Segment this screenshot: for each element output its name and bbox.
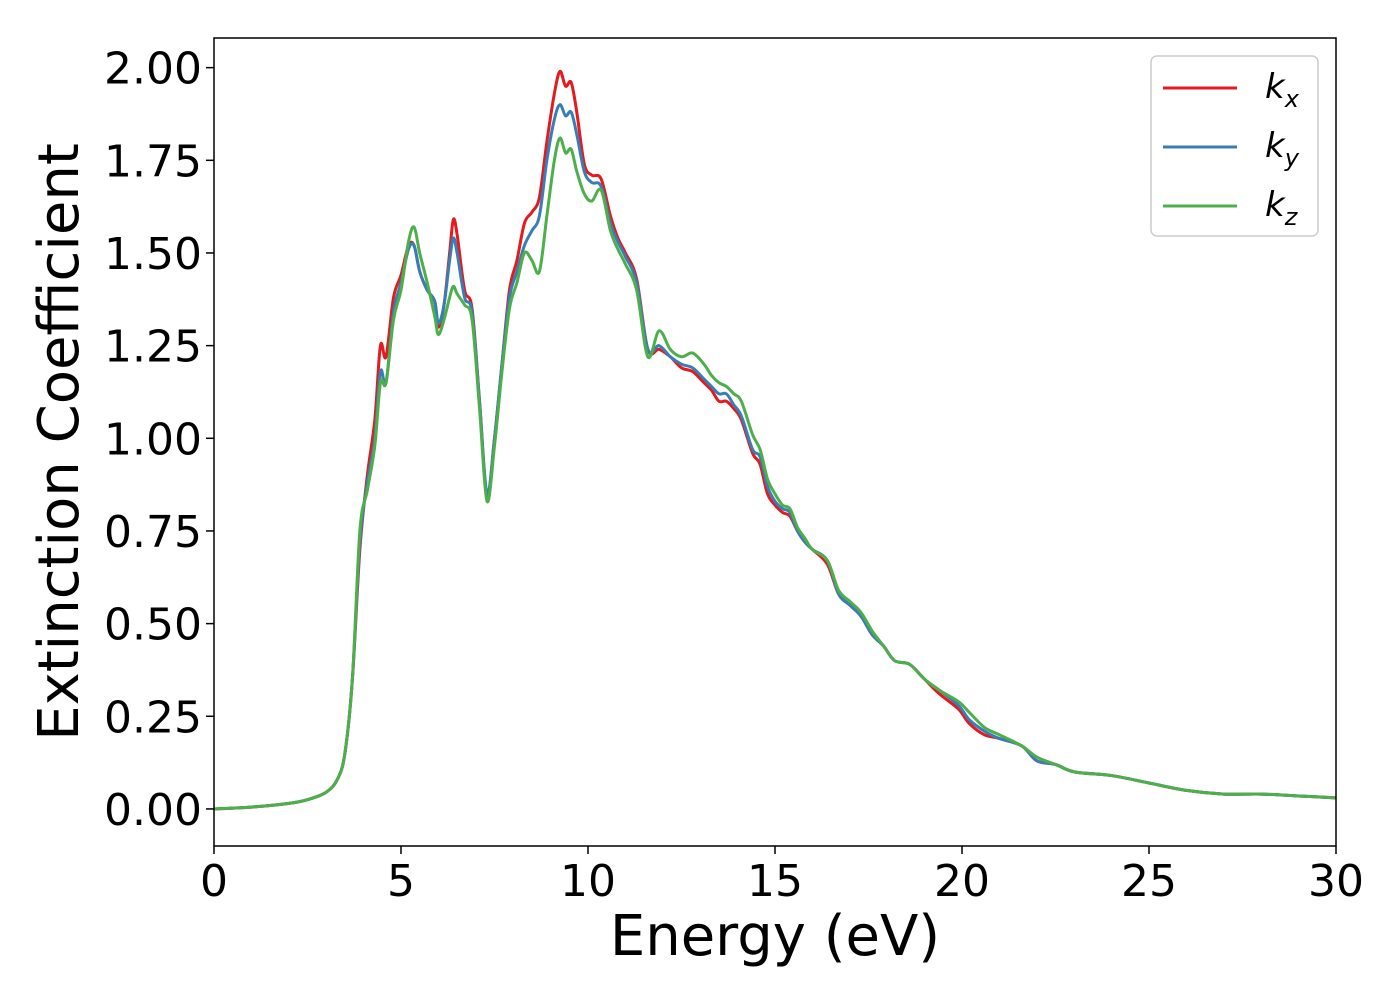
x-tick-label: 25 — [1121, 856, 1177, 907]
y-axis: 0.00 0.25 0.50 0.75 1.00 1.25 1.50 1.75 2.00 — [104, 44, 214, 836]
legend-label-subscript: x — [1284, 85, 1300, 113]
legend-label-base: k — [1265, 67, 1286, 107]
y-tick-label: 0.25 — [104, 692, 202, 743]
legend-label-base: k — [1265, 126, 1286, 166]
y-tick-label: 1.50 — [104, 229, 202, 280]
y-tick-label: 1.75 — [104, 136, 202, 187]
y-tick-label: 1.25 — [104, 322, 202, 373]
x-axis: 0 5 10 15 20 25 30 — [200, 846, 1364, 907]
x-tick-label: 30 — [1308, 856, 1364, 907]
x-tick-label: 0 — [200, 856, 228, 907]
y-tick-label: 0.75 — [104, 507, 202, 558]
legend-label-base: k — [1265, 185, 1286, 225]
y-tick-label: 2.00 — [104, 44, 202, 95]
y-tick-label: 0.00 — [104, 785, 202, 836]
legend-label-kx: kx — [1265, 67, 1300, 113]
legend-label-subscript: y — [1284, 144, 1300, 172]
x-tick-label: 20 — [934, 856, 990, 907]
y-axis-title: Extinction Coefficient — [27, 143, 92, 741]
x-tick-label: 15 — [747, 856, 803, 907]
series-layer — [213, 69, 1337, 811]
series-line-kz — [213, 136, 1337, 811]
x-tick-label: 10 — [560, 856, 616, 907]
y-tick-label: 1.00 — [104, 414, 202, 465]
legend-label-subscript: z — [1284, 203, 1299, 231]
x-axis-title: Energy (eV) — [610, 904, 940, 969]
legend-label-kz: kz — [1265, 185, 1299, 231]
y-tick-label: 0.50 — [104, 600, 202, 651]
legend-label-ky: ky — [1265, 126, 1300, 172]
x-tick-label: 5 — [387, 856, 415, 907]
